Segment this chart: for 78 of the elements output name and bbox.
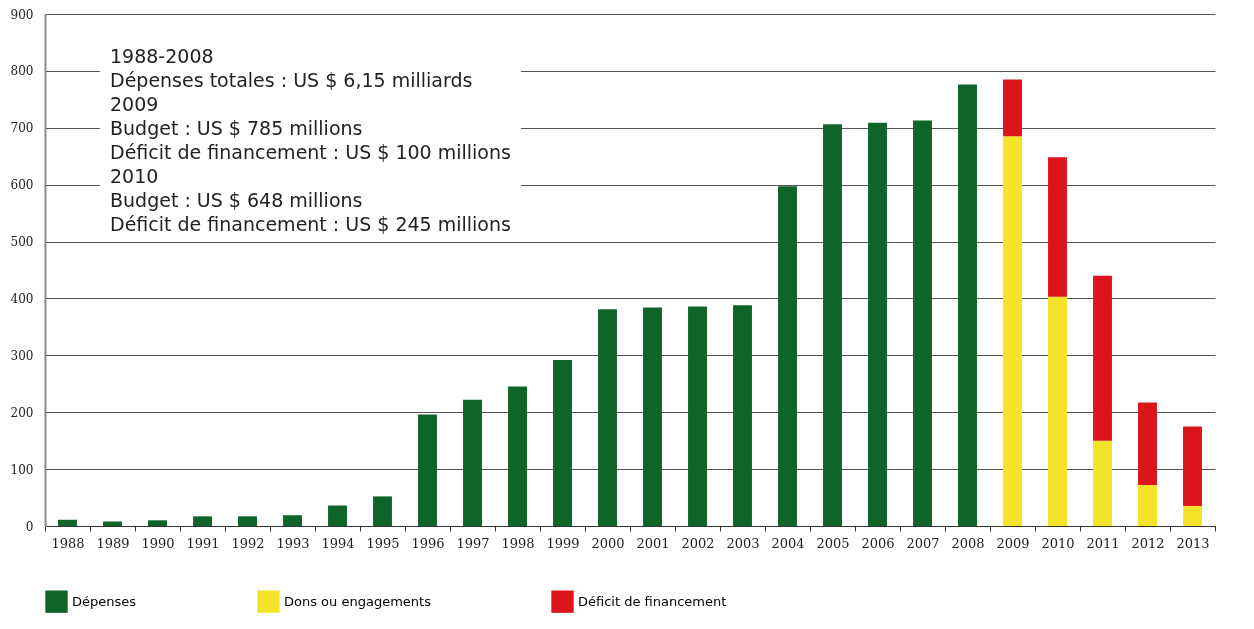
annotation: Dépenses totales : US $ 6,15 milliards — [110, 68, 474, 92]
bar — [418, 414, 437, 526]
x-tick-label: 1993 — [276, 535, 310, 551]
y-tick-label: 600 — [10, 178, 34, 193]
x-tick-label: 2006 — [861, 535, 895, 551]
x-tick-label: 1997 — [456, 535, 490, 551]
x-tick-label: 1999 — [546, 535, 580, 551]
annotation: Déficit de financement : US $ 245 millions — [110, 212, 511, 236]
legend-label: Déficit de financement — [578, 593, 727, 609]
bar — [103, 521, 122, 526]
y-tick-label: 300 — [10, 348, 34, 363]
x-tick-label: 2013 — [1176, 535, 1210, 551]
y-tick-label: 100 — [10, 462, 34, 477]
bar — [238, 516, 257, 526]
bar — [868, 122, 887, 526]
x-tick-label: 1988 — [51, 535, 85, 551]
bar — [1048, 296, 1067, 526]
bar — [463, 399, 482, 526]
bar — [1048, 157, 1067, 297]
x-tick-label: 2004 — [771, 535, 805, 551]
x-tick-label: 2008 — [951, 535, 985, 551]
bar — [778, 186, 797, 526]
x-tick-label: 2012 — [1131, 535, 1165, 551]
x-tick-label: 2002 — [681, 535, 715, 551]
annotation: Déficit de financement : US $ 100 millions — [110, 140, 511, 164]
x-tick-label: 2009 — [996, 535, 1030, 551]
bar — [1138, 485, 1157, 526]
bar — [58, 519, 77, 526]
annotation: 2009 — [110, 92, 160, 116]
x-tick-label: 1995 — [366, 535, 400, 551]
x-tick-label: 1992 — [231, 535, 265, 551]
bar — [643, 307, 662, 526]
bar — [598, 309, 617, 526]
bar — [283, 515, 302, 526]
x-tick-label: 2005 — [816, 535, 850, 551]
x-tick-label: 1994 — [321, 535, 355, 551]
legend-label: Dons ou engagements — [284, 593, 432, 609]
bar — [553, 359, 572, 526]
bar — [688, 306, 707, 526]
x-tick-label: 1989 — [96, 535, 130, 551]
bar — [733, 305, 752, 526]
bar — [1183, 506, 1202, 526]
x-tick-label: 2000 — [591, 535, 625, 551]
x-tick-label: 1998 — [501, 535, 535, 551]
x-tick-label: 2011 — [1086, 535, 1120, 551]
x-tick-label: 1996 — [411, 535, 445, 551]
y-tick-label: 700 — [10, 121, 34, 136]
bar — [958, 84, 977, 526]
bar — [1003, 136, 1022, 526]
legend-label: Dépenses — [72, 593, 137, 609]
bar — [328, 505, 347, 526]
annotation: Budget : US $ 648 millions — [110, 188, 364, 212]
x-tick-label: 1990 — [141, 535, 175, 551]
bar — [1003, 79, 1022, 137]
bar — [1093, 275, 1112, 441]
y-tick-label: 500 — [10, 235, 34, 250]
x-tick-label: 2001 — [636, 535, 670, 551]
y-tick-label: 0 — [25, 519, 34, 534]
bar — [508, 386, 527, 526]
y-tick-label: 900 — [10, 7, 34, 22]
annotation: Budget : US $ 785 millions — [110, 116, 364, 140]
annotation: 1988-2008 — [110, 44, 215, 68]
x-tick-label: 2007 — [906, 535, 940, 551]
x-tick-label: 2003 — [726, 535, 760, 551]
bar — [373, 496, 392, 526]
bar — [1093, 440, 1112, 526]
bar — [913, 120, 932, 526]
bar — [1183, 426, 1202, 507]
x-tick-label: 1991 — [186, 535, 220, 551]
annotation: 2010 — [110, 164, 160, 188]
x-tick-label: 2010 — [1041, 535, 1075, 551]
y-tick-label: 200 — [10, 405, 34, 420]
bar — [193, 516, 212, 526]
bar — [1138, 402, 1157, 486]
y-tick-label: 800 — [10, 64, 34, 79]
bar — [823, 124, 842, 526]
y-tick-label: 400 — [10, 291, 34, 306]
bar — [148, 520, 167, 526]
